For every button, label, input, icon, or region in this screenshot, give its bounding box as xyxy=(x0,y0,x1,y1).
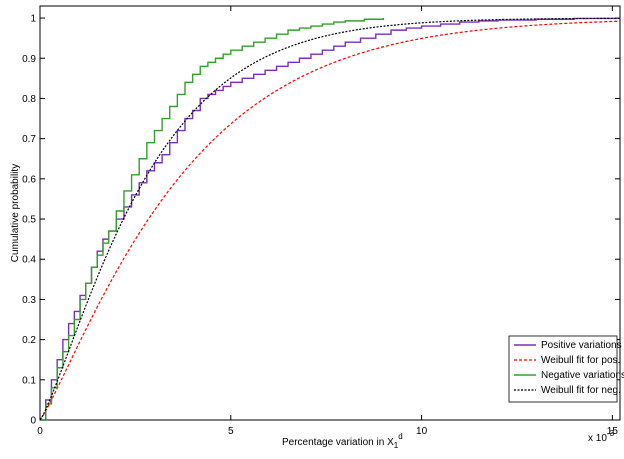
y-tick-label: 0.8 xyxy=(22,94,36,105)
axis-ticks: 0 5 10 15 0 0.1 0.2 0.3 0.4 0.5 0.6 0.7 0.8 0.9 1 xyxy=(22,6,620,437)
y-tick-label: 0.2 xyxy=(22,335,36,346)
x-axis-label: Percentage variation in X1d xyxy=(282,432,403,450)
x-axis-label-main: Percentage variation in X xyxy=(282,437,394,448)
legend-label-negative: Negative variations xyxy=(541,370,624,381)
series-negative-variations xyxy=(40,18,385,421)
y-tick-label: 0.3 xyxy=(22,295,36,306)
legend: Positive variations Weibull fit for pos.… xyxy=(508,335,624,403)
y-tick-label: 0.6 xyxy=(22,174,36,185)
y-tick-label: 0.9 xyxy=(22,54,36,65)
y-tick-label: 0.4 xyxy=(22,255,36,266)
x-tick-label: 0 xyxy=(37,426,43,437)
legend-label-weibull-neg: Weibull fit for neg. xyxy=(541,385,621,396)
y-tick-label: 0.7 xyxy=(22,134,36,145)
series-weibull-fit-neg xyxy=(39,17,620,421)
x-axis-multiplier-exponent: -3 xyxy=(607,429,615,438)
y-tick-label: 0.1 xyxy=(22,375,36,386)
x-axis-multiplier: x 10-3 xyxy=(588,429,615,444)
y-tick-label: 0.5 xyxy=(22,215,36,226)
x-axis-label-subscript: 1 xyxy=(394,441,399,450)
y-tick-label: 0 xyxy=(30,416,36,427)
legend-item-weibull-neg: Weibull fit for neg. xyxy=(514,385,621,396)
x-tick-label: 5 xyxy=(228,426,234,437)
x-tick-label: 10 xyxy=(416,426,428,437)
legend-label-positive: Positive variations xyxy=(541,340,622,351)
x-axis-label-superscript: d xyxy=(398,432,402,441)
y-axis-label: Cumulative probability xyxy=(10,164,21,262)
series-weibull-fit-pos xyxy=(39,20,621,421)
legend-item-positive: Positive variations xyxy=(514,340,622,351)
legend-item-weibull-pos: Weibull fit for pos. xyxy=(514,355,620,366)
x-axis-multiplier-base: x 10 xyxy=(588,433,607,444)
legend-item-negative: Negative variations xyxy=(514,370,624,381)
legend-label-weibull-pos: Weibull fit for pos. xyxy=(541,355,620,366)
series-layer xyxy=(39,17,621,421)
y-tick-label: 1 xyxy=(30,14,36,25)
legend-box xyxy=(508,335,618,403)
x-tick-label: 15 xyxy=(607,426,619,437)
